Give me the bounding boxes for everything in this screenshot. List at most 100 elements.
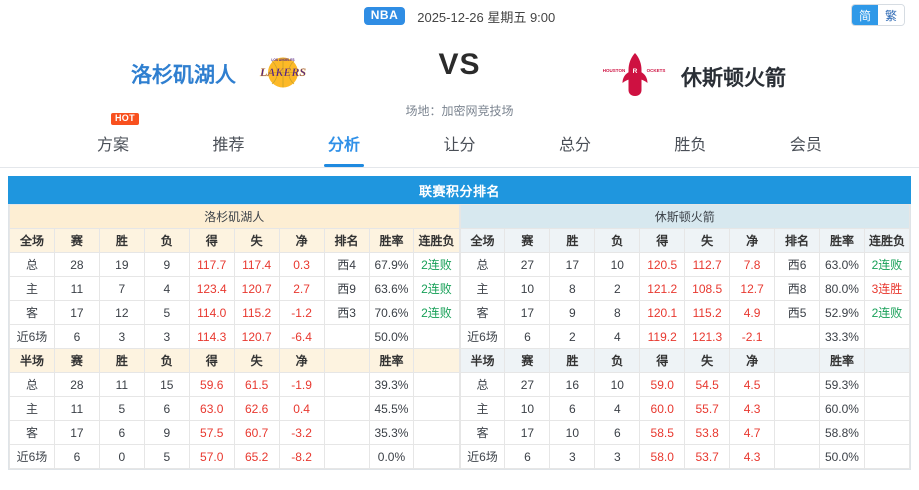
stat-cell: 53.8 — [684, 420, 731, 445]
column-header: 半场 — [459, 348, 506, 373]
stat-cell: 58.0 — [639, 444, 686, 469]
stat-cell: 117.4 — [233, 252, 280, 277]
stat-cell: 112.7 — [684, 252, 731, 277]
stat-cell — [323, 420, 370, 445]
tab-label: 分析 — [327, 136, 360, 154]
column-header: 排名 — [323, 228, 370, 253]
column-header: 负 — [143, 228, 190, 253]
table-row: 近6场 6 2 4 119.2 121.3 -2.1 33.3% — [459, 324, 911, 349]
stat-cell: 9 — [143, 252, 190, 277]
stat-cell: 39.3% — [368, 372, 415, 397]
stat-cell — [863, 420, 911, 445]
tab-4[interactable]: 总分 — [557, 121, 593, 167]
tab-5[interactable]: 胜负 — [672, 121, 708, 167]
stat-cell: 4.3 — [729, 444, 776, 469]
stat-cell — [774, 396, 820, 421]
column-header: 赛 — [53, 348, 100, 373]
stat-cell: 3 — [549, 444, 596, 469]
stat-cell: 2 — [549, 324, 596, 349]
stat-cell: 67.9% — [368, 252, 415, 277]
table-row: 近6场 6 0 5 57.0 65.2 -8.2 0.0% — [9, 444, 460, 469]
stat-cell — [323, 444, 370, 469]
stat-cell: 115.2 — [684, 300, 731, 325]
section-title: 联赛积分排名 — [8, 176, 911, 204]
home-team-name: 洛杉矶湖人 — [131, 63, 236, 87]
column-header: 胜率 — [368, 348, 415, 373]
stat-cell: 6 — [504, 444, 551, 469]
stat-cell: 11 — [53, 276, 100, 301]
stat-cell — [774, 372, 820, 397]
tab-0[interactable]: 方案 HOT — [95, 112, 139, 167]
row-label: 主 — [9, 276, 55, 301]
stat-cell: 123.4 — [188, 276, 235, 301]
column-header: 净 — [278, 348, 325, 373]
stat-cell: 63.0% — [819, 252, 865, 277]
stat-cell: 120.7 — [233, 276, 280, 301]
stat-cell — [413, 396, 460, 421]
column-header: 半场 — [9, 348, 55, 373]
stat-cell: 9 — [143, 420, 190, 445]
tab-label: 让分 — [443, 136, 476, 154]
stat-cell: 2连败 — [413, 300, 460, 325]
hot-badge: HOT — [111, 112, 139, 126]
stat-cell: 西9 — [323, 276, 370, 301]
column-header: 负 — [143, 348, 190, 373]
column-header: 赛 — [504, 348, 551, 373]
column-header — [323, 348, 370, 373]
stat-cell — [323, 324, 370, 349]
tab-label: 总分 — [558, 136, 591, 154]
stat-cell: 17 — [53, 300, 100, 325]
stat-cell: 52.9% — [819, 300, 865, 325]
tab-label: 会员 — [789, 136, 822, 154]
stat-cell — [413, 324, 460, 349]
stat-cell: 54.5 — [684, 372, 731, 397]
stat-cell: 6 — [594, 420, 641, 445]
tab-6[interactable]: 会员 — [788, 121, 824, 167]
lang-traditional-button[interactable]: 繁 — [878, 5, 904, 25]
lang-simplified-button[interactable]: 简 — [852, 5, 878, 25]
stat-cell: 西3 — [323, 300, 370, 325]
away-team-block[interactable]: R HOUSTON OCKETS 休斯顿火箭 — [589, 34, 919, 103]
stat-cell: 50.0% — [819, 444, 865, 469]
tab-2[interactable]: 分析 — [323, 121, 365, 167]
stat-cell: 3连胜 — [863, 276, 911, 301]
stat-cell: 57.5 — [188, 420, 235, 445]
stat-cell: 27 — [504, 372, 551, 397]
column-header: 胜 — [98, 228, 145, 253]
stat-cell: 16 — [549, 372, 596, 397]
stat-cell: 2连败 — [413, 252, 460, 277]
table-row: 近6场 6 3 3 114.3 120.7 -6.4 50.0% — [9, 324, 460, 349]
column-header: 得 — [639, 348, 686, 373]
language-toggle[interactable]: 简 繁 — [851, 4, 905, 26]
stat-cell — [774, 444, 820, 469]
column-header: 胜率 — [819, 348, 865, 373]
stat-cell: 西4 — [323, 252, 370, 277]
stat-cell: 28 — [53, 372, 100, 397]
column-header: 全场 — [459, 228, 506, 253]
stat-cell: 5 — [143, 444, 190, 469]
column-header: 失 — [684, 228, 731, 253]
table-row: 总 28 11 15 59.6 61.5 -1.9 39.3% — [9, 372, 460, 397]
tab-1[interactable]: 推荐 — [210, 121, 246, 167]
column-header: 失 — [233, 348, 280, 373]
table-row: 主 11 5 6 63.0 62.6 0.4 45.5% — [9, 396, 460, 421]
stat-cell: 11 — [98, 372, 145, 397]
stat-cell: 2连败 — [413, 276, 460, 301]
row-label: 总 — [9, 252, 55, 277]
stat-cell: 35.3% — [368, 420, 415, 445]
table-header-row: 全场赛胜负得失净排名 胜率 连胜负 — [459, 228, 911, 253]
column-header: 赛 — [53, 228, 100, 253]
home-team-block[interactable]: 洛杉矶湖人 LOS ANGELES LAKERS — [0, 34, 330, 97]
stat-cell: 120.1 — [639, 300, 686, 325]
stat-cell: 119.2 — [639, 324, 686, 349]
stat-cell: 10 — [594, 372, 641, 397]
tab-3[interactable]: 让分 — [441, 121, 477, 167]
stat-cell: 120.7 — [233, 324, 280, 349]
stat-cell: 6 — [504, 324, 551, 349]
table-header-row: 半场赛胜负得失净 胜率 — [9, 348, 460, 373]
stat-cell: 10 — [504, 396, 551, 421]
stat-cell — [323, 396, 370, 421]
row-label: 总 — [459, 372, 506, 397]
table-row: 主 10 8 2 121.2 108.5 12.7 西8 80.0% 3连胜 — [459, 276, 911, 301]
row-label: 总 — [9, 372, 55, 397]
